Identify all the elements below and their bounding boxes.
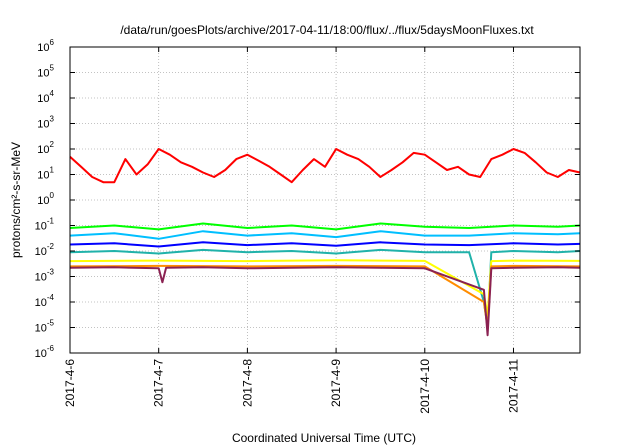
y-tick-label: 101	[37, 166, 54, 182]
y-axis-label: protons/cm²-s-sr-MeV	[9, 142, 23, 258]
y-tick-label: 10-1	[35, 217, 55, 233]
x-tick-label: 2017-4-10	[418, 359, 432, 414]
y-tick-exponent: -5	[47, 319, 55, 328]
y-tick-label: 103	[37, 115, 54, 131]
y-tick-exponent: 4	[50, 89, 55, 98]
y-tick-exponent: 3	[50, 115, 55, 124]
y-tick-exponent: -1	[47, 217, 55, 226]
y-tick-label: 106	[37, 38, 54, 54]
y-tick-exponent: -3	[47, 268, 55, 277]
y-tick-label: 10-5	[35, 319, 55, 335]
y-tick-exponent: -4	[47, 293, 55, 302]
y-tick-exponent: 2	[50, 140, 55, 149]
x-tick-label: 2017-4-7	[152, 359, 166, 407]
series-line-0	[69, 148, 581, 184]
y-tick-label: 10-4	[35, 293, 55, 309]
chart-title: /data/run/goesPlots/archive/2017-04-11/1…	[120, 23, 534, 37]
series-line-7	[69, 266, 581, 337]
y-tick-exponent: -2	[47, 242, 55, 251]
y-tick-exponent: 0	[50, 191, 55, 200]
y-tick-exponent: -6	[47, 344, 55, 353]
y-tick-label: 104	[37, 89, 54, 105]
series-line-5	[69, 259, 581, 317]
x-tick-label: 2017-4-9	[329, 359, 343, 407]
series-layer	[69, 148, 581, 337]
series-line-4	[69, 248, 581, 329]
y-tick-exponent: 6	[50, 38, 55, 47]
grid	[69, 47, 580, 353]
y-axis: 10-610-510-410-310-210-11001011021031041…	[35, 38, 580, 360]
y-tick-exponent: 5	[50, 64, 55, 73]
x-tick-label: 2017-4-11	[506, 359, 520, 413]
y-tick-label: 100	[37, 191, 54, 207]
x-axis-label: Coordinated Universal Time (UTC)	[232, 431, 416, 445]
y-tick-label: 10-2	[35, 242, 55, 258]
y-tick-label: 10-6	[35, 344, 55, 360]
series-line-3	[69, 241, 581, 248]
y-tick-exponent: 1	[50, 166, 55, 175]
x-axis: 2017-4-6 2017-4-7 2017-4-8 2017-4-9 2017-4-1…	[63, 47, 520, 414]
series-line-1	[69, 222, 581, 231]
y-tick-label: 10-3	[35, 268, 55, 284]
x-tick-label: 2017-4-8	[240, 359, 254, 407]
x-tick-label: 2017-4-6	[63, 359, 77, 407]
series-line-2	[69, 230, 581, 240]
y-tick-label: 102	[37, 140, 54, 156]
y-tick-label: 105	[37, 64, 54, 80]
series-line-6	[69, 264, 581, 329]
